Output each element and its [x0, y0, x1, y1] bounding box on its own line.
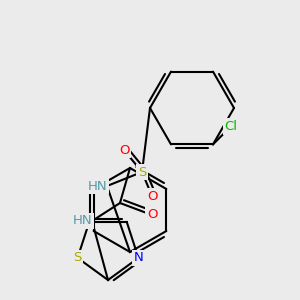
Text: Cl: Cl [224, 120, 238, 133]
Text: S: S [138, 166, 146, 178]
Text: HN: HN [72, 214, 92, 227]
Text: N: N [134, 251, 143, 264]
Text: O: O [147, 190, 157, 202]
Text: O: O [147, 208, 157, 221]
Text: O: O [119, 143, 129, 157]
Text: HN: HN [87, 179, 107, 193]
Text: S: S [74, 251, 82, 264]
